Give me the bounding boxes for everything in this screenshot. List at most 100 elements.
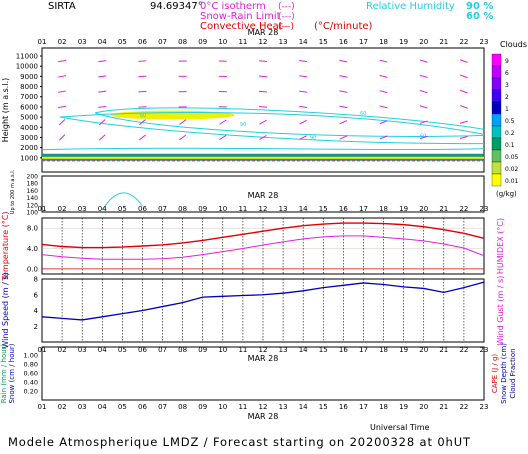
wind-barb-r1-c13 <box>299 76 307 77</box>
wind-barb-r5-c15 <box>340 136 347 139</box>
wind-barb-r4-c17 <box>380 121 387 124</box>
wind-barb-r3-c21 <box>460 106 468 109</box>
lower-date-label: MAR 28 <box>248 354 279 363</box>
bottom-hour-label-12: 12 <box>259 403 268 411</box>
wind-barb-r2-c3 <box>98 91 106 92</box>
height-tick-11000: 11000 <box>16 53 38 61</box>
colorbar-swatch-5 <box>492 114 501 126</box>
cloud-patch-midlevel <box>111 111 235 120</box>
wind-barb-r0-c17 <box>380 60 388 62</box>
top-hour-label-05: 05 <box>118 38 127 46</box>
wind-barb-r0-c5 <box>138 61 146 62</box>
wind-tick-2: 2 <box>34 323 38 331</box>
wind-barb-r4-c7 <box>179 120 185 125</box>
rh-60: 60 % <box>466 11 493 22</box>
bottom-hour-label-18: 18 <box>379 403 388 411</box>
bottom-hour-label-16: 16 <box>339 403 348 411</box>
top-hour-label-15: 15 <box>319 38 328 46</box>
top-hour-label-22: 22 <box>459 38 468 46</box>
legend-convective-style: (—) <box>278 22 294 32</box>
temp-hour-label-04: 04 <box>98 205 107 213</box>
colorbar-level-3: 2 <box>505 94 509 101</box>
top-hour-label-16: 16 <box>339 38 348 46</box>
colorbar-level-8: 0.05 <box>505 154 519 161</box>
height-tick-6000: 6000 <box>20 103 38 111</box>
temp-hour-label-06: 06 <box>138 205 147 213</box>
wind-barb-r4-c9 <box>219 120 226 124</box>
temp-hour-label-07: 07 <box>158 205 167 213</box>
bottom-hour-label-05: 05 <box>118 403 127 411</box>
cape-axis-label: CAPE (J / g) <box>491 354 499 394</box>
bottom-hour-label-10: 10 <box>218 403 227 411</box>
wind-axis-label: Wind Speed (m / s) <box>1 272 10 348</box>
lowlevel-tick-160: 160 <box>27 188 39 195</box>
top-hour-label-21: 21 <box>439 38 448 46</box>
temp-hour-label-09: 09 <box>198 205 207 213</box>
wind-barb-r3-c5 <box>138 107 146 108</box>
temp-hour-label-19: 19 <box>399 205 408 213</box>
colorbar-level-7: 0.1 <box>505 142 515 149</box>
wind-barb-r5-c1 <box>59 135 65 141</box>
wind-barb-r5-c3 <box>99 135 105 140</box>
rh-contour-label-0: 60 <box>140 113 146 119</box>
bottom-hour-label-03: 03 <box>78 403 87 411</box>
mid-date-label: MAR 28 <box>248 191 279 200</box>
height-tick-9000: 9000 <box>20 73 38 81</box>
top-hour-label-19: 19 <box>399 38 408 46</box>
bottom-hour-label-13: 13 <box>279 403 288 411</box>
top-hour-label-14: 14 <box>299 38 308 46</box>
temp-tick-0.0: 0.0 <box>27 265 38 273</box>
wind-tick-4: 4 <box>34 307 39 315</box>
wind-barb-r3-c1 <box>58 106 66 107</box>
top-hour-label-08: 08 <box>178 38 187 46</box>
bottom-hour-label-02: 02 <box>58 403 67 411</box>
wind-barb-r0-c15 <box>339 60 347 62</box>
temp-hour-label-08: 08 <box>178 205 187 213</box>
rh-contour-low <box>42 148 484 149</box>
precip-tick-1.00: 1.00 <box>24 352 38 360</box>
wind-tick-8: 8 <box>34 276 38 284</box>
height-tick-5000: 5000 <box>20 114 38 122</box>
top-hour-label-23: 23 <box>480 38 489 46</box>
top-date-label: MAR 28 <box>248 28 279 37</box>
temp-hour-label-16: 16 <box>339 205 348 213</box>
lowlevel-tick-200: 200 <box>27 174 39 181</box>
wind-barb-r1-c1 <box>58 76 66 77</box>
colorbar-swatch-3 <box>492 90 501 102</box>
wind-barb-r0-c11 <box>259 61 267 62</box>
colorbar-unit: (g/kg) <box>496 190 517 198</box>
height-tick-7000: 7000 <box>20 93 38 101</box>
colorbar-level-10: 0.01 <box>505 178 519 185</box>
temp-tick-4.0: 4.0 <box>27 245 38 253</box>
legend-unit: (°C/minute) <box>314 21 373 32</box>
humidex-axis-label: HUMIDEX (°C) <box>496 218 505 274</box>
colorbar-swatch-4 <box>492 102 501 114</box>
temp-hour-label-20: 20 <box>419 205 428 213</box>
wind-barb-r2-c5 <box>138 91 146 92</box>
wind-barb-r1-c15 <box>339 76 347 78</box>
wind-barb-r4-c15 <box>340 121 347 124</box>
top-hour-label-13: 13 <box>279 38 288 46</box>
precip-tick-0.20: 0.20 <box>24 388 38 396</box>
height-tick-1000: 1000 <box>20 154 38 162</box>
temp-hour-label-21: 21 <box>439 205 448 213</box>
wind-barb-r2-c1 <box>58 91 66 92</box>
wind-barb-r5-c13 <box>300 136 307 140</box>
colorbar-level-2: 3 <box>505 82 509 89</box>
bottom-hour-label-22: 22 <box>459 403 468 411</box>
wind-barb-r4-c13 <box>300 120 307 124</box>
bottom-hour-label-23: 23 <box>480 403 489 411</box>
wind-barb-r0-c3 <box>98 61 106 62</box>
temp-hour-label-14: 14 <box>299 205 308 213</box>
rain-axis-label: Rain (mm / hour) <box>0 343 8 403</box>
height-tick-10000: 10000 <box>16 63 38 71</box>
wind-barb-r2-c19 <box>420 90 428 92</box>
bottom-hour-label-01: 01 <box>38 403 47 411</box>
colorbar-swatch-7 <box>492 138 501 150</box>
wind-barb-r1-c21 <box>460 75 468 78</box>
bottom-hour-label-08: 08 <box>178 403 187 411</box>
top-hour-label-11: 11 <box>238 38 247 46</box>
station-coords: 94.69347° <box>150 1 203 12</box>
wind-barb-r1-c19 <box>420 75 428 77</box>
temp-hour-label-10: 10 <box>218 205 227 213</box>
